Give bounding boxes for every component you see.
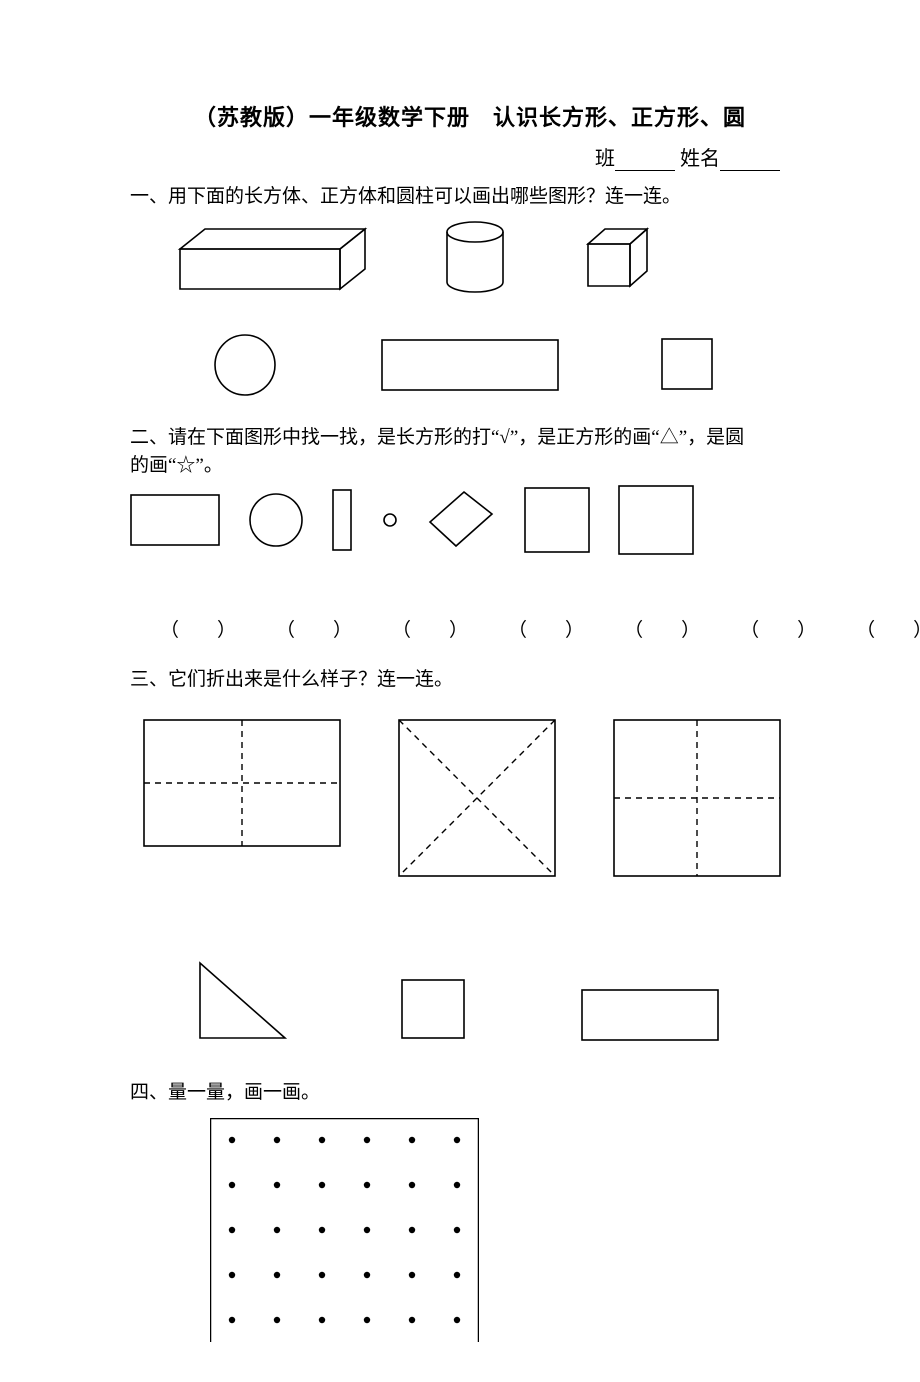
q2-small-circle: [382, 512, 398, 528]
q4-dot-grid: [210, 1118, 810, 1342]
class-blank[interactable]: [615, 153, 675, 171]
class-label: 班: [595, 148, 615, 170]
q2-square-2: [618, 485, 694, 555]
name-blank[interactable]: [720, 153, 780, 171]
q3-bottom-row: [130, 958, 810, 1043]
q2-tall-rect: [332, 489, 354, 551]
q1-solids-row: [130, 220, 810, 298]
circle-flat: [210, 330, 280, 400]
q2-answer-paren[interactable]: （ ）: [508, 615, 584, 642]
q3-square-x-fold: [397, 718, 557, 878]
q2-answer-paren[interactable]: （ ）: [856, 615, 920, 642]
q2-rect-1: [130, 494, 220, 546]
q3-small-rect: [580, 988, 720, 1043]
cylinder-shape: [440, 220, 510, 298]
worksheet-page: （苏教版）一年级数学下册 认识长方形、正方形、圆 班 姓名 一、用下面的长方体、…: [0, 0, 920, 1382]
q3-text: 三、它们折出来是什么样子？连一连。: [130, 666, 810, 695]
q3-rect-fold: [142, 718, 342, 848]
q1-text: 一、用下面的长方体、正方体和圆柱可以画出哪些图形？连一连。: [130, 183, 810, 212]
cube-shape: [580, 224, 655, 294]
q3-small-square: [400, 978, 470, 1043]
q2-text-b: 的画“☆”。: [130, 452, 810, 481]
q2-text-a: 二、请在下面图形中找一找，是长方形的打“√”，是正方形的画“△”，是圆: [130, 424, 810, 453]
rectangle-flat: [380, 335, 560, 395]
q3-top-row: [130, 718, 810, 878]
q2-answer-paren[interactable]: （ ）: [624, 615, 700, 642]
page-title: （苏教版）一年级数学下册 认识长方形、正方形、圆: [130, 100, 810, 132]
cuboid-shape: [170, 224, 370, 294]
q2-circle: [248, 492, 304, 548]
q2-answers-row: （ ）（ ）（ ）（ ）（ ）（ ）（ ）: [130, 615, 810, 642]
square-flat: [660, 337, 715, 392]
name-label: 姓名: [680, 148, 720, 170]
q1-flats-row: [130, 330, 810, 400]
dot-grid-svg: [210, 1118, 479, 1342]
q2-answer-paren[interactable]: （ ）: [160, 615, 236, 642]
q2-answer-paren[interactable]: （ ）: [392, 615, 468, 642]
q3-square-plus-fold: [612, 718, 782, 878]
q2-diamond: [426, 488, 496, 552]
q2-answer-paren[interactable]: （ ）: [740, 615, 816, 642]
student-info-line: 班 姓名: [130, 142, 810, 171]
q2-shapes-row: [130, 485, 810, 555]
q2-square-1: [524, 487, 590, 553]
q3-triangle: [190, 958, 290, 1043]
q4-text: 四、量一量，画一画。: [130, 1079, 810, 1108]
q2-answer-paren[interactable]: （ ）: [276, 615, 352, 642]
